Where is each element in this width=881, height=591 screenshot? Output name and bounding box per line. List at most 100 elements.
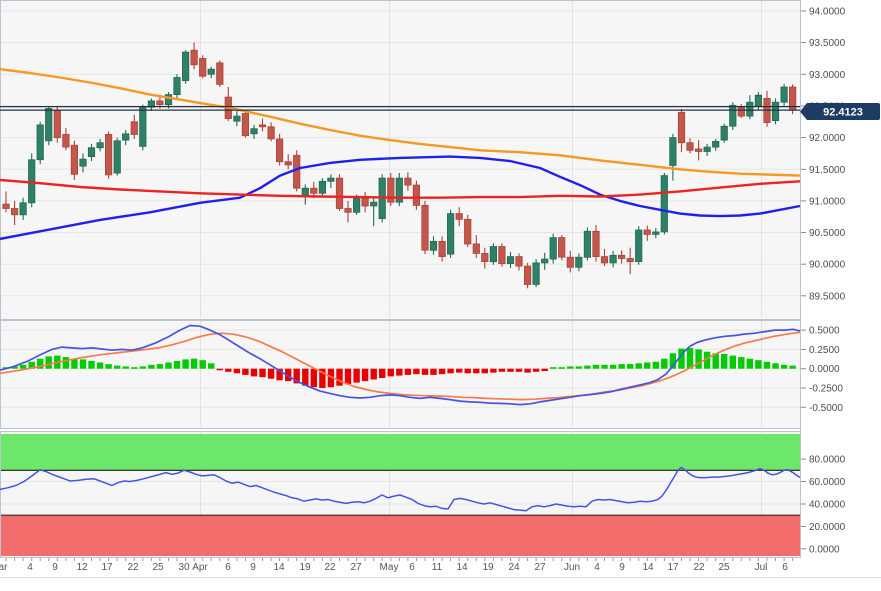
candle-body [703, 146, 711, 152]
macd-bar [139, 366, 146, 369]
candle-body [566, 256, 574, 268]
macd-bar [627, 364, 634, 369]
candle-body [412, 184, 421, 206]
macd-bar [524, 368, 531, 373]
macd-bar [173, 361, 181, 369]
candle-body [164, 94, 173, 106]
candle-body [489, 246, 498, 263]
candle-body [62, 133, 70, 148]
price-axis-label: 92.0000 [809, 133, 846, 144]
candle-body [344, 208, 352, 213]
candle-body [96, 142, 104, 149]
macd-bar [379, 368, 386, 378]
overbought-zone [1, 434, 800, 471]
macd-bar [105, 364, 112, 369]
rsi-axis-label: 60.0000 [809, 477, 846, 488]
macd-bar [498, 368, 506, 372]
date-label: 6 [782, 562, 788, 573]
candle-body [592, 230, 600, 258]
candle-body [532, 262, 540, 285]
price-panel[interactable] [0, 0, 801, 320]
candle-body [429, 240, 438, 251]
macd-bar [738, 357, 745, 369]
macd-bar [413, 368, 420, 375]
macd-bar [678, 348, 685, 369]
candle-body [712, 140, 720, 148]
candle-body [635, 229, 643, 263]
date-label: 11 [432, 562, 443, 573]
macd-bar [199, 360, 206, 369]
macd-bar [396, 368, 403, 376]
candles [2, 42, 797, 289]
date-label: 6 [225, 562, 231, 573]
date-label: 12 [76, 562, 88, 573]
macd-bar [592, 364, 600, 369]
macd-histogram [2, 347, 796, 388]
candle-body [643, 229, 651, 235]
candle-body [481, 252, 489, 262]
macd-bar [729, 355, 736, 369]
rsi-line [0, 466, 801, 512]
candle-body [370, 201, 378, 207]
rsi-overbought-band [1, 434, 800, 471]
candle-body [275, 138, 284, 163]
macd-bar [310, 368, 317, 388]
candle-body [70, 144, 78, 175]
candle-body [87, 147, 96, 157]
macd-bar [353, 368, 360, 383]
candle-body [207, 68, 215, 75]
oversold-zone [1, 515, 800, 557]
candle-body [549, 237, 557, 260]
candle-body [498, 246, 506, 265]
candle-body [575, 256, 583, 268]
date-label: 4 [594, 562, 600, 573]
candle-body [199, 58, 207, 77]
candle-body [181, 51, 190, 81]
candle-body [139, 106, 147, 147]
candle-body [729, 104, 737, 127]
macd-bar [302, 368, 309, 386]
price-axis-label: 94.0000 [809, 7, 846, 18]
macd-bar [703, 351, 711, 369]
candle-body [438, 240, 446, 257]
candle-body [19, 202, 27, 216]
macd-bar [481, 368, 488, 374]
date-label: Jul [755, 562, 768, 573]
macd-bar [712, 353, 719, 369]
macd-bar [165, 362, 172, 369]
price-marker-arrow [800, 103, 807, 120]
macd-signal-line [0, 331, 801, 401]
macd-bar [635, 363, 642, 369]
macd-bar [216, 368, 223, 371]
candle-body [600, 256, 609, 264]
candle-body [335, 177, 344, 209]
macd-bar [686, 347, 694, 369]
macd-line [0, 324, 801, 406]
price-marker-label: 92.4123 [823, 107, 863, 119]
macd-bar [652, 361, 659, 369]
macd-bar [584, 365, 591, 369]
candle-body [10, 208, 19, 216]
macd-axis-label: -0.2500 [809, 384, 843, 395]
candle-body [771, 101, 780, 121]
candle-body [53, 110, 61, 139]
axis-gutter [801, 0, 881, 591]
candle-body [737, 106, 745, 117]
macd-bar [344, 368, 352, 385]
date-label: 30 [178, 562, 190, 573]
macd-bar [250, 368, 258, 377]
date-label: Jun [564, 562, 580, 573]
macd-bar [515, 368, 523, 372]
date-label: 25 [152, 562, 164, 573]
date-label: 17 [667, 562, 679, 573]
macd-bar [541, 368, 548, 371]
macd-bar [88, 361, 95, 369]
candle-body [754, 94, 763, 107]
macd-bar [661, 358, 668, 369]
candle-body [233, 115, 241, 122]
candle-body [677, 111, 686, 144]
macd-axis-label: 0.2500 [809, 345, 840, 356]
price-marker[interactable]: 92.4123 [800, 103, 880, 120]
